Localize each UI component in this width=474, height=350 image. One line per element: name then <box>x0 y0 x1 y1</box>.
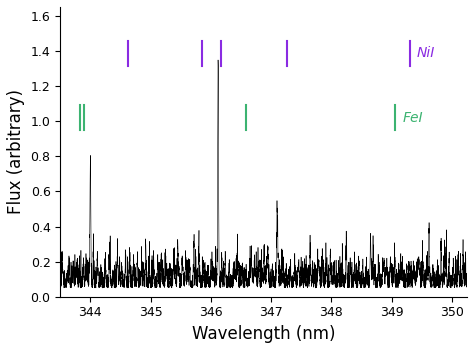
Y-axis label: Flux (arbitrary): Flux (arbitrary) <box>7 89 25 214</box>
X-axis label: Wavelength (nm): Wavelength (nm) <box>192 325 336 343</box>
Text: NiI: NiI <box>417 47 436 61</box>
Text: FeI: FeI <box>402 111 423 125</box>
